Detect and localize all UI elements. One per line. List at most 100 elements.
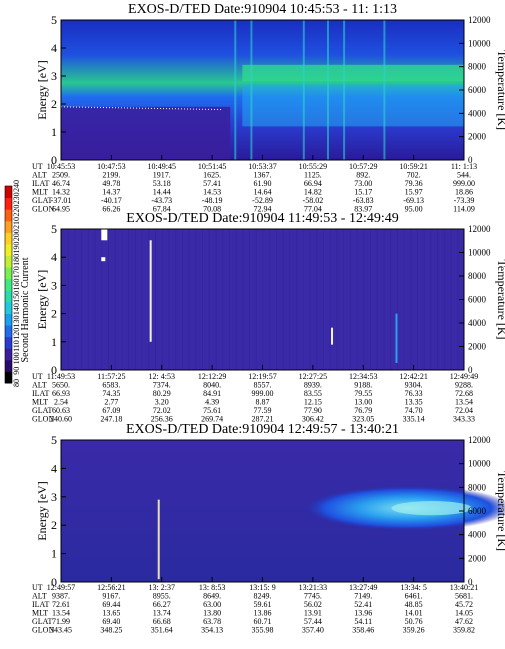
- colorbar-segment: [5, 359, 12, 372]
- orbit-value: 287.21: [252, 415, 274, 424]
- orbit-value: 8955.: [153, 592, 171, 601]
- heatmap-streak: [249, 229, 251, 370]
- y-tick-label: 3: [51, 490, 57, 504]
- orbit-value: 80.29: [153, 389, 171, 398]
- orbit-value: 7745.: [304, 592, 322, 601]
- orbit-value: 12:27:25: [299, 372, 327, 381]
- orbit-row-label: GLAT: [32, 406, 53, 415]
- heatmap-streak: [108, 229, 110, 370]
- heatmap-streak: [202, 229, 204, 370]
- y-tick-label: 2: [51, 518, 57, 532]
- orbit-value: 999.00: [453, 179, 475, 188]
- orbit-row-label: GLON: [32, 415, 54, 424]
- orbit-value: 67.84: [153, 205, 171, 214]
- orbit-value: -69.13: [403, 196, 424, 205]
- orbit-value: 72.94: [254, 205, 272, 214]
- orbit-value: -63.83: [353, 196, 374, 205]
- heatmap-streak: [148, 229, 150, 370]
- colorbar-tick-label: 110: [12, 340, 21, 352]
- heatmap-streak: [349, 229, 351, 370]
- orbit-value: 1917.: [153, 171, 171, 180]
- orbit-value: 256.36: [151, 415, 173, 424]
- heatmap-streak: [81, 229, 83, 370]
- y2-tick-label: 4000: [468, 108, 487, 118]
- colorbar-tick-label: 120: [12, 328, 21, 340]
- colorbar-segment: [5, 313, 12, 326]
- orbit-value: 13.65: [102, 609, 120, 618]
- heatmap-streak: [383, 20, 386, 160]
- heatmap-streak: [383, 229, 385, 370]
- orbit-value: 13.00: [354, 398, 372, 407]
- heatmap-streak: [369, 229, 371, 370]
- orbit-value: 72.61: [52, 600, 70, 609]
- y-tick-label: 5: [51, 433, 57, 447]
- y-tick-label: 2: [51, 307, 57, 321]
- heatmap-streak: [302, 20, 305, 160]
- y-axis-label: Energy [eV]: [35, 270, 49, 329]
- heatmap-streak: [188, 229, 190, 370]
- y2-tick-label: 8000: [468, 62, 487, 72]
- heatmap-streak: [423, 229, 425, 370]
- orbit-value: 56.02: [304, 600, 322, 609]
- heatmap-streak: [74, 229, 76, 370]
- colorbar-segment: [5, 290, 12, 303]
- orbit-value: 95.00: [405, 205, 423, 214]
- orbit-value: 114.09: [453, 205, 475, 214]
- orbit-value: 10:53:37: [248, 162, 276, 171]
- orbit-value: 348.25: [100, 626, 122, 635]
- orbit-value: 64.95: [52, 205, 70, 214]
- heatmap-streak: [101, 229, 103, 370]
- orbit-value: -52.89: [252, 196, 273, 205]
- orbit-value: 359.26: [403, 626, 425, 635]
- orbit-value: 323.05: [352, 415, 374, 424]
- orbit-row-label: GLAT: [32, 196, 53, 205]
- heatmap-streak: [87, 229, 89, 370]
- colorbar-segment: [5, 220, 12, 233]
- heatmap-streak: [363, 229, 365, 370]
- orbit-value: 8939.: [304, 381, 322, 390]
- orbit-row-label: ALT: [32, 381, 47, 390]
- heatmap-streak: [356, 229, 358, 370]
- orbit-value: 269.74: [201, 415, 223, 424]
- orbit-row-label: ILAT: [32, 179, 49, 188]
- orbit-value: 14.05: [455, 609, 473, 618]
- heatmap-streak: [376, 229, 378, 370]
- y-tick-label: 0: [51, 363, 57, 377]
- orbit-value: 6583.: [102, 381, 120, 390]
- y-axis-label: Energy [eV]: [35, 60, 49, 119]
- heatmap-streak: [326, 20, 329, 160]
- heatmap-streak: [134, 229, 136, 370]
- heatmap-streak: [262, 229, 264, 370]
- colorbar-segment: [5, 325, 12, 338]
- orbit-value: 59.61: [254, 600, 272, 609]
- heatmap-streak: [181, 229, 183, 370]
- orbit-value: 544.: [457, 171, 471, 180]
- orbit-value: 13:40:21: [450, 583, 478, 592]
- heatmap-streak: [457, 229, 459, 370]
- orbit-value: 10:59:21: [399, 162, 427, 171]
- orbit-value: 351.64: [151, 626, 173, 635]
- orbit-value: 4.39: [205, 398, 219, 407]
- orbit-value: 69.40: [102, 617, 120, 626]
- orbit-row-label: UT: [32, 372, 43, 381]
- y2-tick-label: 10000: [468, 459, 491, 469]
- heatmap-streak: [302, 229, 304, 370]
- y2-tick-label: 10000: [468, 38, 491, 48]
- y-tick-label: 0: [51, 153, 57, 167]
- orbit-value: 9188.: [354, 381, 372, 390]
- orbit-value: 999.00: [252, 389, 274, 398]
- colorbar-segment: [5, 278, 12, 291]
- orbit-value: 13.91: [304, 609, 322, 618]
- orbit-value: 10:49:45: [148, 162, 176, 171]
- orbit-value: 74.70: [405, 406, 423, 415]
- heatmap-streak: [336, 229, 338, 370]
- orbit-value: 70.08: [203, 205, 221, 214]
- orbit-value: -48.19: [202, 196, 223, 205]
- orbit-value: -73.39: [454, 196, 475, 205]
- orbit-value: 83.55: [304, 389, 322, 398]
- orbit-value: 8649.: [203, 592, 221, 601]
- orbit-value: 67.09: [102, 406, 120, 415]
- heatmap-streak: [242, 229, 244, 370]
- colorbar-segment: [5, 232, 12, 245]
- orbit-value: 358.46: [352, 626, 374, 635]
